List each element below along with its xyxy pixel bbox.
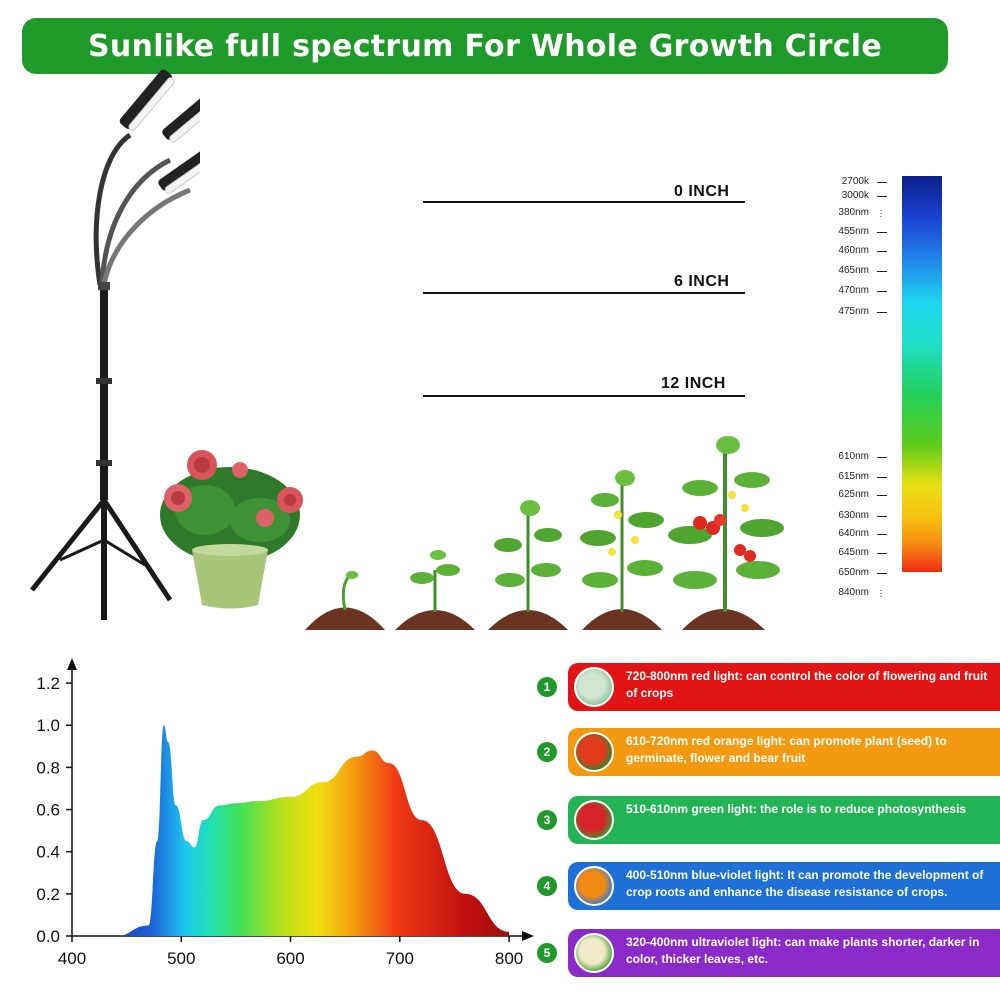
light-effect-text: 720-800nm red light: can control the col… [626, 669, 988, 700]
flower-icon [574, 866, 614, 906]
y-tick-label: 0.6 [36, 801, 60, 820]
wavelength-tick [877, 291, 887, 292]
height-label-12: 12 INCH [661, 375, 726, 392]
wavelength-tick [877, 251, 887, 252]
light-effect-text: 610-720nm red orange light: can promote … [626, 734, 947, 765]
wavelength-label: 610nm [838, 451, 869, 462]
height-line-6 [423, 292, 745, 294]
wavelength-label: 645nm [838, 547, 869, 558]
wavelength-label: 475nm [838, 306, 869, 317]
x-tick-label: 400 [58, 949, 86, 968]
wavelength-tick [877, 271, 887, 272]
wavelength-label: 460nm [838, 245, 869, 256]
wavelength-tick [877, 534, 887, 535]
light-effect-card: 720-800nm red light: can control the col… [568, 663, 1000, 711]
x-tick-label: 600 [276, 949, 304, 968]
y-tick-label: 0.0 [36, 927, 60, 946]
spectrum-chart: 0.0 0.2 0.4 0.6 0.8 1.0 1.2 400 500 600 700 800 [36, 658, 534, 968]
wavelength-tick [877, 457, 887, 458]
height-label-0: 0 INCH [674, 183, 730, 200]
wavelength-tick [877, 182, 887, 183]
height-line-12 [423, 395, 745, 397]
spectrum-area [72, 725, 510, 936]
item-number-badge: 1 [537, 677, 557, 697]
light-effect-text: 510-610nm green light: the role is to re… [626, 802, 967, 816]
strawberry-icon [574, 800, 614, 840]
wavelength-tick [877, 573, 887, 574]
item-number-badge: 2 [537, 742, 557, 762]
banner-title: Sunlike full spectrum For Whole Growth C… [87, 28, 883, 64]
wavelength-tick [877, 196, 887, 197]
wavelength-label: 630nm [838, 510, 869, 521]
wavelength-label: 650nm [838, 567, 869, 578]
wavelength-label: 470nm [838, 285, 869, 296]
y-axis-arrow-icon [67, 658, 77, 670]
height-label-6: 6 INCH [674, 273, 730, 290]
item-number-badge: 5 [537, 943, 557, 963]
growth-stages-illustration [305, 436, 784, 630]
tomato-icon [574, 732, 614, 772]
y-tick-label: 0.4 [36, 843, 60, 862]
light-effect-text: 400-510nm blue-violet light: It can prom… [626, 868, 984, 899]
potted-rose-illustration [160, 450, 303, 609]
seedling-icon [574, 933, 614, 973]
title-banner: Sunlike full spectrum For Whole Growth C… [22, 18, 948, 74]
wavelength-ellipsis-icon: · · · [879, 585, 883, 602]
light-effect-card: 510-610nm green light: the role is to re… [568, 796, 1000, 844]
y-tick-label: 1.0 [36, 716, 60, 735]
light-effect-text: 320-400nm ultraviolet light: can make pl… [626, 935, 980, 966]
height-line-0 [423, 201, 745, 203]
wavelength-tick [877, 232, 887, 233]
y-tick-label: 0.2 [36, 885, 60, 904]
wavelength-label: 465nm [838, 265, 869, 276]
wavelength-ellipsis-icon: · · · [879, 205, 883, 222]
wavelength-label: 2700k [841, 176, 869, 187]
wavelength-tick [877, 312, 887, 313]
item-number-badge: 4 [537, 876, 557, 896]
x-tick-label: 500 [167, 949, 195, 968]
item-number-badge: 3 [537, 810, 557, 830]
wavelength-label: 625nm [838, 489, 869, 500]
wavelength-label: 640nm [838, 528, 869, 539]
x-axis-arrow-icon [522, 931, 534, 941]
light-effect-card: 320-400nm ultraviolet light: can make pl… [568, 929, 1000, 977]
wavelength-tick [877, 477, 887, 478]
wavelength-label: 380nm [838, 207, 869, 218]
light-effect-card: 610-720nm red orange light: can promote … [568, 728, 1000, 776]
grow-lamp-illustration [30, 69, 200, 620]
wavelength-tick [877, 553, 887, 554]
spectrum-color-bar [902, 176, 942, 572]
x-tick-label: 800 [495, 949, 523, 968]
wavelength-label: 455nm [838, 226, 869, 237]
wavelength-tick [877, 516, 887, 517]
wavelength-label: 3000k [841, 190, 869, 201]
x-tick-label: 700 [386, 949, 414, 968]
light-effect-card: 400-510nm blue-violet light: It can prom… [568, 862, 1000, 910]
succulent-icon [574, 667, 614, 707]
y-tick-label: 0.8 [36, 758, 60, 777]
wavelength-label: 615nm [838, 471, 869, 482]
wavelength-label: 840nm [838, 587, 869, 598]
wavelength-tick [877, 495, 887, 496]
y-tick-label: 1.2 [36, 674, 60, 693]
